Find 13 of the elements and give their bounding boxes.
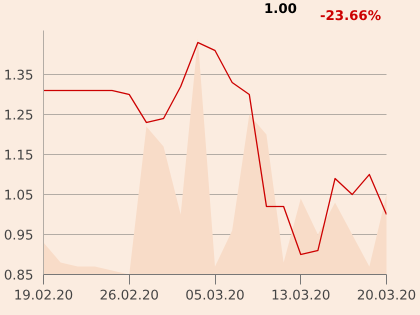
y-tick-label: 1.35 bbox=[4, 68, 34, 84]
y-tick-label: 1.25 bbox=[4, 108, 34, 124]
x-tick-label: 13.03.20 bbox=[271, 288, 330, 304]
x-tick-label: 26.02.20 bbox=[100, 288, 159, 304]
y-tick-label: 1.15 bbox=[4, 148, 34, 164]
x-tick-label: 19.02.20 bbox=[14, 288, 74, 304]
y-tick-label: 0.95 bbox=[4, 228, 34, 244]
x-tick-label: 20.03.20 bbox=[356, 288, 416, 304]
text: -23.66% bbox=[320, 9, 382, 24]
y-tick-label: 1.05 bbox=[4, 188, 34, 204]
y-tick-label: 0.85 bbox=[4, 268, 34, 284]
x-tick-label: 05.03.20 bbox=[185, 288, 245, 304]
text: 1.00 bbox=[264, 2, 297, 17]
